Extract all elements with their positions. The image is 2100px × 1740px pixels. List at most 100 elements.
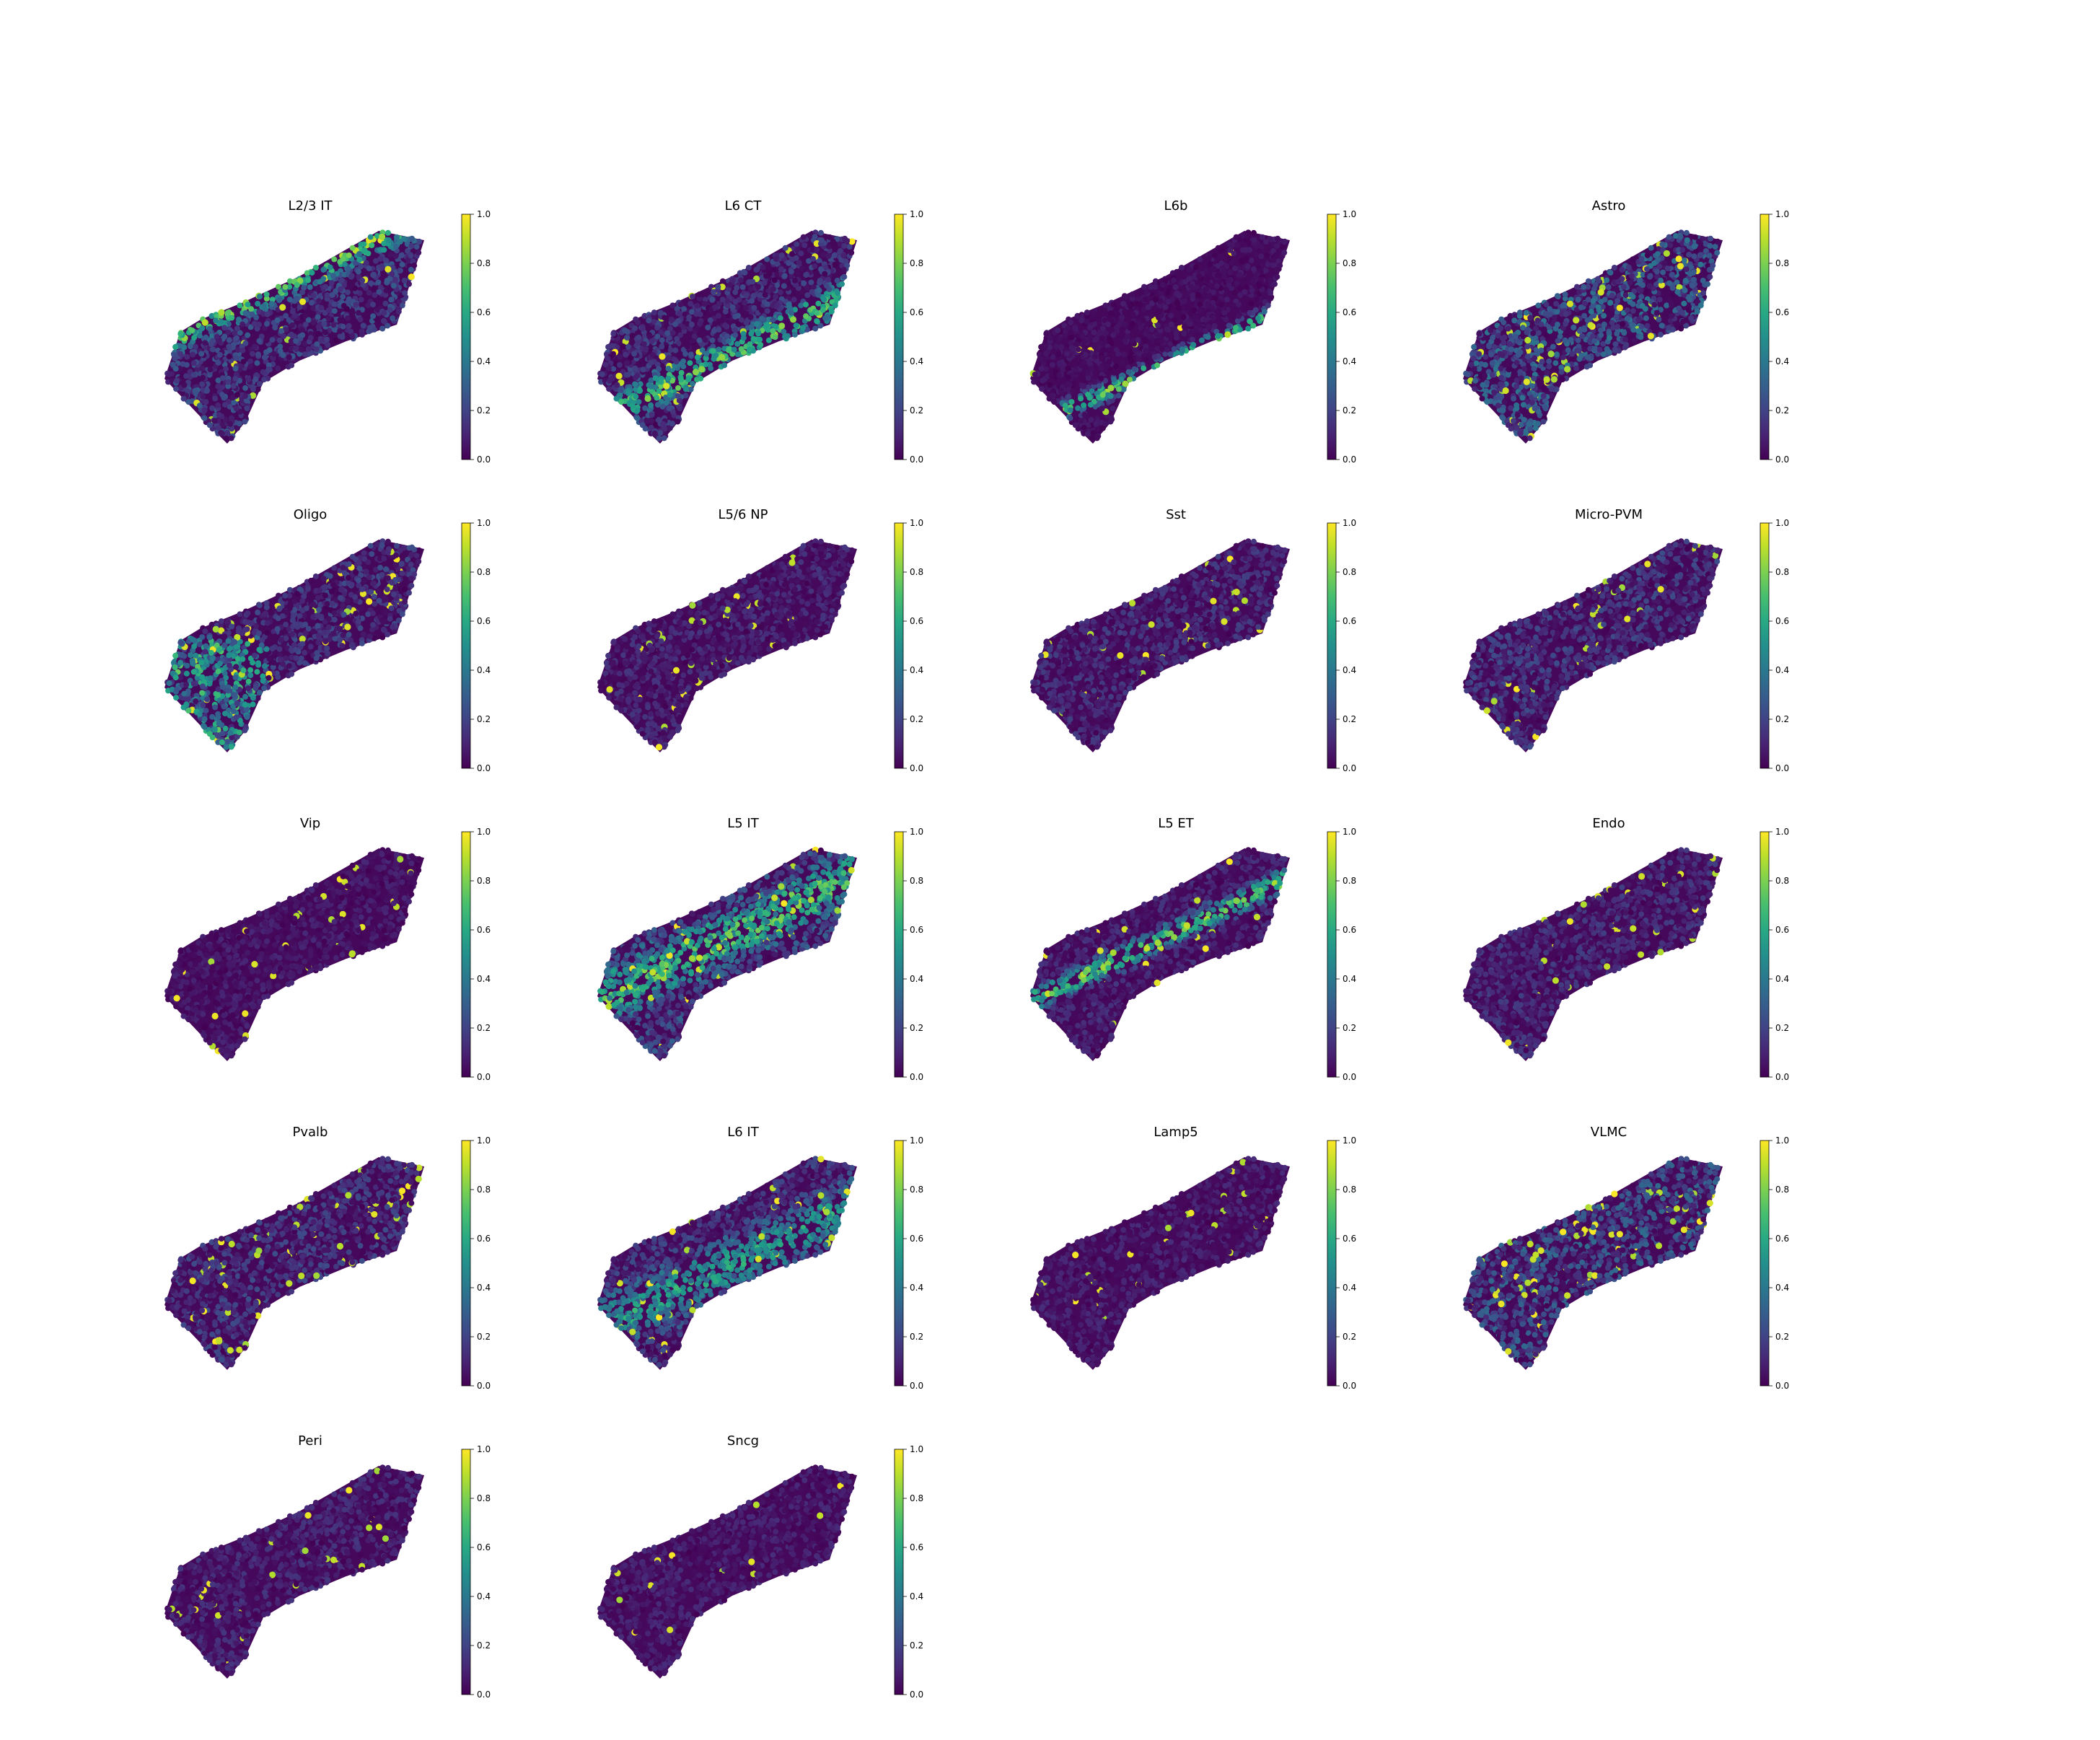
cell-point [359,296,364,302]
cell-point [624,372,630,378]
cell-point [669,421,675,426]
cell-point [289,362,294,368]
cell-point [1099,366,1104,372]
cell-point [1585,354,1591,360]
cell-point [1229,260,1235,265]
cell-point [1657,296,1663,302]
cell-point [618,399,624,405]
cell-point [1543,302,1549,307]
cell-point [222,402,228,408]
cell-point [267,347,273,353]
cell-point [1599,299,1604,304]
colorbar-tick-label: 0.8 [910,258,923,268]
cell-point [1691,277,1697,283]
cell-point [765,327,770,333]
cell-point [1686,307,1692,313]
cell-point [672,348,678,353]
cell-point [641,366,646,372]
cell-point [1539,359,1545,364]
cell-point [822,315,828,321]
cell-point [1498,394,1504,400]
cell-point [1073,326,1078,332]
cell-point [1564,366,1570,372]
colorbar-tick-label: 0.2 [910,405,923,416]
cell-point [687,360,693,366]
cell-point [359,605,364,611]
cell-point [1549,386,1555,392]
cell-point [610,351,616,357]
cell-point [695,303,700,309]
cell-point [381,247,387,252]
cell-point [402,290,408,296]
cell-point [1179,265,1185,271]
cell-point [1203,286,1209,292]
cell-point [294,346,299,352]
cell-point [1066,394,1071,400]
cell-point [1471,344,1477,350]
cell-point [763,273,769,279]
cell-point [1552,315,1558,320]
colorbar-tick-label: 0.0 [910,454,923,465]
cell-point [1625,316,1630,322]
cell-point [1221,310,1227,316]
cell-point [1684,230,1690,236]
cell-point [1282,239,1288,245]
cell-point [1057,360,1063,366]
cell-point [1143,348,1149,353]
cell-point [177,351,183,357]
cell-point [1203,328,1208,334]
cell-point [649,412,655,418]
cell-point [203,399,209,405]
cell-point [1165,328,1171,333]
cell-point [689,338,695,344]
cell-point [694,377,700,382]
cell-point [173,386,179,392]
cell-point [202,408,208,413]
cell-point [1090,430,1096,436]
cell-point [308,335,314,340]
cell-point [1193,265,1199,271]
colorbar-tick-label: 0.0 [1775,454,1789,465]
cell-point [265,312,271,317]
cell-point [1251,230,1257,236]
cell-point [1252,237,1257,243]
cell-point [1047,396,1053,402]
cell-point [278,328,284,334]
cell-point [392,277,398,283]
cell-point [1472,366,1477,372]
cell-point [1245,234,1251,240]
cell-point [177,331,183,337]
cell-point [792,278,798,284]
cell-point [655,402,661,408]
cell-point [229,315,234,321]
cell-point [1581,284,1586,290]
cell-point [1111,377,1117,382]
cell-point [1216,245,1221,251]
cell-point [1517,309,1523,315]
cell-point [1656,317,1662,322]
cell-point [786,302,791,308]
cell-point [376,289,382,295]
colorbar-tick-label: 1.0 [1775,209,1789,219]
cell-point [1667,242,1673,248]
cell-point [1255,315,1261,321]
cell-point [366,574,372,580]
cell-point [1548,351,1555,357]
cell-point [755,330,761,335]
cell-point [1078,396,1084,402]
cell-point [208,341,214,347]
cell-point [1501,408,1506,413]
cell-point [1110,302,1116,307]
cell-point [365,611,371,617]
cell-point [1274,243,1280,249]
cell-point [750,279,755,285]
cell-point [1677,263,1684,269]
cell-point [1148,313,1154,319]
cell-point [257,294,263,299]
cell-point [1249,288,1255,294]
cell-point [189,328,195,333]
cell-point [1038,344,1044,350]
cell-point [1614,331,1620,337]
cell-point [1222,251,1228,257]
cell-point [252,344,258,350]
